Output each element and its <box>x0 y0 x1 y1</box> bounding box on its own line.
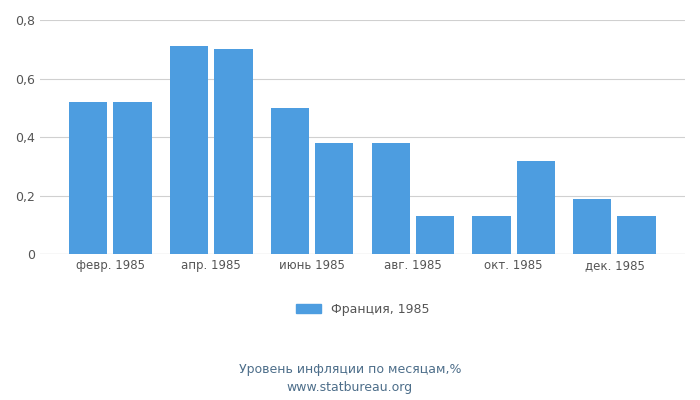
Bar <box>113 102 152 254</box>
Bar <box>517 161 555 254</box>
Bar <box>315 143 354 254</box>
Bar <box>473 216 510 254</box>
Text: Уровень инфляции по месяцам,%: Уровень инфляции по месяцам,% <box>239 364 461 376</box>
Text: www.statbureau.org: www.statbureau.org <box>287 382 413 394</box>
Bar <box>170 46 208 254</box>
Bar <box>416 216 454 254</box>
Bar <box>617 216 656 254</box>
Bar <box>271 108 309 254</box>
Legend: Франция, 1985: Франция, 1985 <box>290 298 434 321</box>
Bar <box>69 102 107 254</box>
Bar <box>372 143 410 254</box>
Bar <box>573 199 611 254</box>
Bar <box>214 49 253 254</box>
